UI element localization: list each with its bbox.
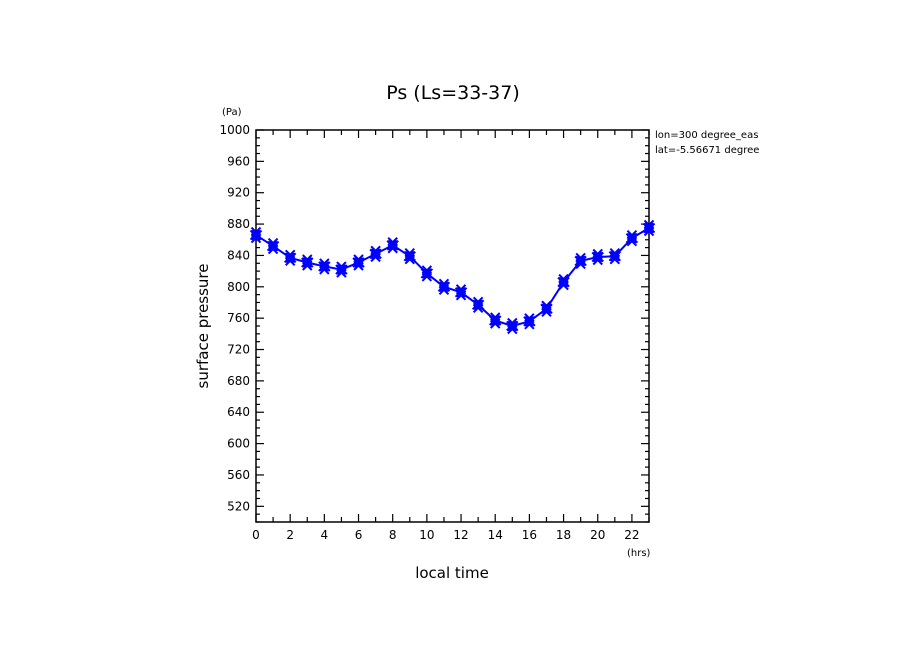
data-point [369,245,382,263]
x-tick-label: 12 [453,528,468,542]
y-tick-label: 720 [227,343,250,357]
x-tick-label: 18 [556,528,571,542]
y-tick-label: 840 [227,248,250,262]
data-point [437,278,451,296]
data-point [557,273,570,291]
y-unit-label: (Pa) [222,107,242,118]
data-point [454,284,468,301]
data-point [574,252,587,270]
y-tick-label: 960 [227,154,250,168]
data-point [506,317,519,335]
annotation-lat: lat=-5.56671 degree [655,145,759,156]
data-point [540,300,553,317]
y-tick-label: 1000 [219,123,250,137]
annotation-mask [780,125,904,165]
data-point [318,258,331,275]
y-tick-label: 760 [227,311,250,325]
data-point [386,237,399,254]
x-tick-label: 4 [321,528,329,542]
data-point [608,248,622,265]
x-tick-label: 14 [488,528,503,542]
plot-frame [255,129,650,523]
data-point [352,254,365,271]
data-point [642,219,656,237]
data-point [266,237,280,255]
x-tick-label: 10 [419,528,434,542]
x-tick-label: 8 [389,528,397,542]
x-tick-label: 20 [590,528,605,542]
x-tick-label: 16 [522,528,537,542]
data-point [283,249,297,266]
data-point [403,248,416,265]
x-axis-title: local time [415,564,489,582]
x-unit-label: (hrs) [627,548,651,559]
data-point [420,265,434,282]
y-axis-title: surface pressure [194,264,212,389]
series-line [255,227,650,328]
y-tick-label: 520 [227,499,250,513]
data-layer [249,219,656,335]
y-tick-label: 600 [227,437,250,451]
y-tick-label: 880 [227,217,250,231]
x-tick-label: 22 [624,528,639,542]
data-point [301,254,314,271]
data-point [625,229,639,247]
ticks-layer: 0 2 4 6 8 10 12 14 16 18 20 22 520 560 600 640 680 720 760… [219,123,650,542]
y-tick-label: 680 [227,374,250,388]
data-point [471,296,485,314]
data-point [489,312,502,329]
data-point [523,313,536,330]
annotation-lon: lon=300 degree_eas [655,130,758,141]
y-tick-label: 920 [227,186,250,200]
y-tick-label: 640 [227,405,250,419]
data-point [591,248,604,266]
x-tick-label: 0 [252,528,260,542]
y-tick-label: 800 [227,280,250,294]
y-tick-label: 560 [227,468,250,482]
data-point [335,261,348,278]
x-tick-label: 6 [355,528,363,542]
data-point [249,226,263,244]
chart-title: Ps (Ls=33-37) [386,82,520,104]
x-tick-label: 2 [286,528,294,542]
